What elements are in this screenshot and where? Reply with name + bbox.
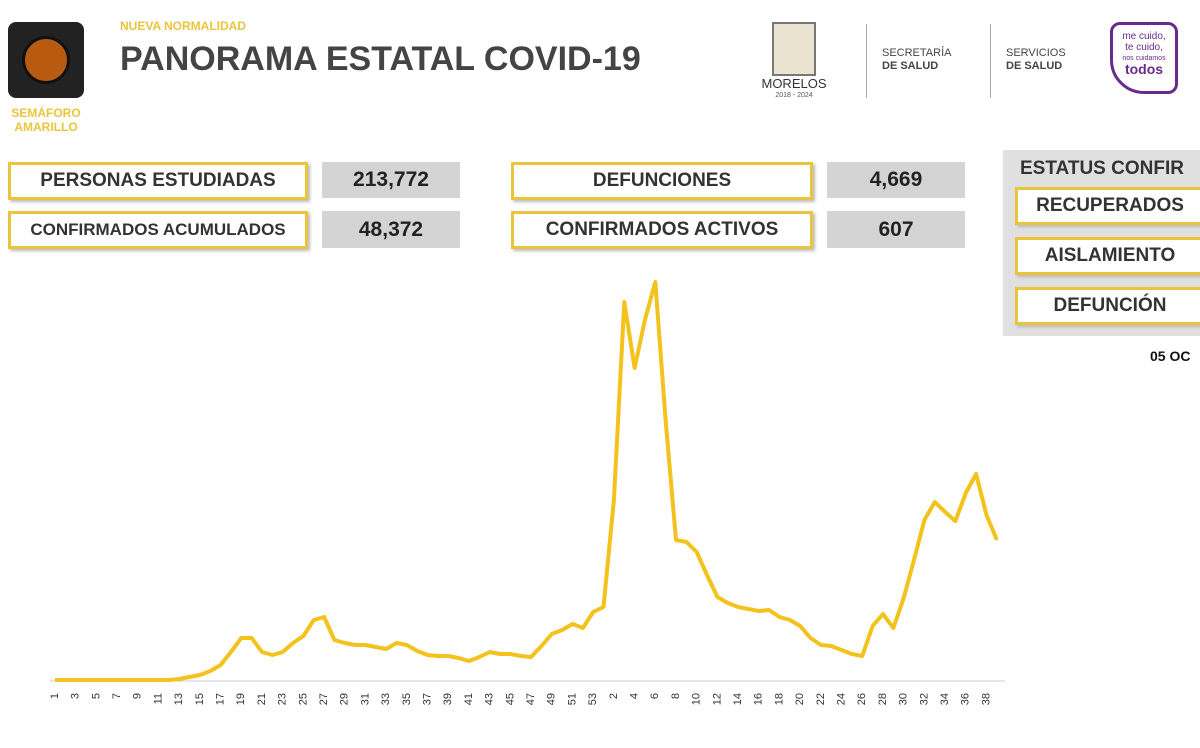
x-tick-label: 49	[546, 693, 558, 705]
x-tick-label: 32	[918, 693, 930, 705]
secretaria: SECRETARÍA DE SALUD	[882, 47, 951, 73]
x-tick-label: 16	[753, 693, 765, 705]
x-tick-label: 43	[484, 693, 496, 705]
x-tick-label: 19	[235, 693, 247, 705]
x-tick-label: 36	[960, 693, 972, 705]
x-tick-label: 29	[339, 693, 351, 705]
x-tick-label: 9	[132, 693, 144, 699]
stat-value: 4,669	[827, 162, 965, 198]
chart: 1 3 5 7 9 11 13 15 17 19 21 23 25 27 29 31 33 35 37 39 41 43 4…	[49, 280, 1005, 705]
semaforo-label: SEMÁFORO AMARILLO	[2, 106, 90, 134]
x-tick-label: 8	[670, 693, 682, 699]
stat-value: 213,772	[322, 162, 460, 198]
x-tick-label: 47	[525, 693, 537, 705]
x-tick-label: 12	[711, 693, 723, 705]
x-tick-label: 45	[504, 693, 516, 705]
status-item: RECUPERADOS	[1015, 187, 1200, 225]
slogan-line: me cuido,	[1122, 31, 1166, 42]
x-tick-label: 31	[359, 693, 371, 705]
separator	[866, 24, 867, 98]
stat-label: DEFUNCIONES	[511, 162, 813, 200]
slogan-line: todos	[1124, 61, 1164, 77]
org-line: DE SALUD	[882, 60, 939, 72]
x-tick-label: 4	[629, 693, 641, 699]
title: PANORAMA ESTATAL COVID-19	[120, 40, 641, 78]
x-tick-label: 15	[194, 693, 206, 705]
x-tick-label: 6	[649, 693, 661, 699]
x-tick-label: 33	[380, 693, 392, 705]
org-line: SECRETARÍA	[882, 47, 952, 59]
x-tick-label: 23	[277, 693, 289, 705]
tagline: NUEVA NORMALIDAD	[120, 19, 246, 33]
x-tick-label: 27	[318, 693, 330, 705]
stat-label: CONFIRMADOS ACTIVOS	[511, 211, 813, 249]
status-panel: ESTATUS CONFIR RECUPERADOS AISLAMIENTO D…	[1003, 150, 1200, 336]
x-tick-label: 10	[691, 693, 703, 705]
x-tick-label: 53	[587, 693, 599, 705]
x-tick-label: 39	[442, 693, 454, 705]
x-tick-label: 7	[111, 693, 123, 699]
stat-value: 48,372	[322, 211, 460, 248]
status-title: ESTATUS CONFIR	[1020, 158, 1184, 179]
semaforo-line: AMARILLO	[14, 120, 78, 134]
x-tick-label: 5	[90, 693, 102, 699]
x-tick-label: 34	[939, 693, 951, 705]
stat-label: PERSONAS ESTUDIADAS	[8, 162, 308, 200]
x-tick-label: 17	[215, 693, 227, 705]
x-tick-label: 1	[49, 693, 61, 699]
semaforo-icon	[8, 22, 84, 98]
x-tick-label: 37	[422, 693, 434, 705]
x-tick-label: 22	[815, 693, 827, 705]
x-tick-label: 28	[877, 693, 889, 705]
stat-label: CONFIRMADOS ACUMULADOS	[8, 211, 308, 249]
x-tick-label: 2	[608, 693, 620, 699]
status-item: AISLAMIENTO	[1015, 237, 1200, 275]
x-tick-label: 24	[836, 693, 848, 705]
x-tick-label: 14	[732, 693, 744, 705]
morelos-emblem	[772, 22, 816, 76]
x-tick-label: 13	[173, 693, 185, 705]
slogan-line: te cuido,	[1125, 42, 1163, 53]
org-line: SERVICIOS	[1006, 47, 1066, 59]
x-tick-label: 11	[152, 693, 164, 704]
x-tick-label: 18	[773, 693, 785, 705]
slogan-line: nos cuidamos	[1122, 55, 1166, 62]
data-line	[55, 280, 999, 682]
x-tick-label: 51	[566, 693, 578, 705]
org-line: DE SALUD	[1006, 60, 1063, 72]
state-shape	[22, 36, 70, 84]
x-tick-label: 38	[980, 693, 992, 705]
term: 2018 - 2024	[775, 92, 813, 99]
separator	[990, 24, 991, 98]
x-tick-label: 3	[70, 693, 82, 699]
x-tick-label: 35	[401, 693, 413, 705]
x-tick-label: 25	[297, 693, 309, 705]
x-tick-label: 41	[463, 693, 475, 705]
status-item: DEFUNCIÓN	[1015, 287, 1200, 325]
stat-value: 607	[827, 211, 965, 248]
state-name: MORELOS	[761, 76, 827, 91]
x-tick-label: 26	[856, 693, 868, 705]
x-tick-label: 21	[256, 693, 268, 705]
slogan-logo: me cuido, te cuido, nos cuidamos todos	[1110, 22, 1178, 94]
servicios: SERVICIOS DE SALUD	[1006, 47, 1066, 73]
x-tick-label: 30	[898, 693, 910, 705]
semaforo-line: SEMÁFORO	[11, 106, 81, 120]
status-date: 05 OC	[1150, 348, 1191, 364]
x-tick-label: 20	[794, 693, 806, 705]
